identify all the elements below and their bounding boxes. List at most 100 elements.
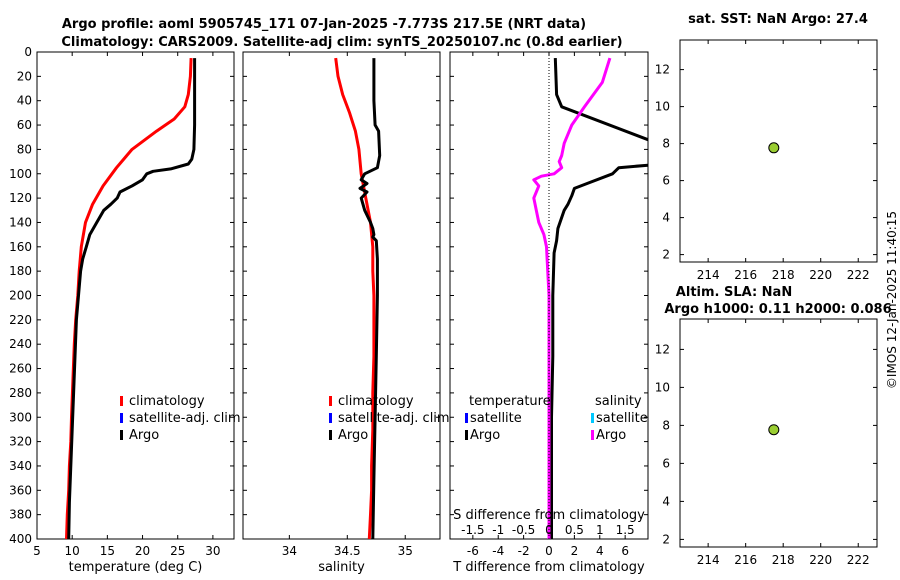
legend-s-argo-swatch [591, 430, 594, 440]
x2-tick-label: -1.5 [461, 523, 484, 537]
legend-satellite-swatch [120, 413, 123, 423]
x-tick-label: 222 [847, 553, 870, 567]
y-tick-label: 12 [655, 342, 670, 356]
y-tick-label: 340 [9, 459, 32, 473]
salinity-legend: climatology satellite-adj. clim Argo [329, 394, 450, 443]
x-tick-label: 218 [772, 268, 795, 282]
y-tick-label: 2 [662, 532, 670, 546]
legend-s-argo-label: Argo [596, 428, 626, 443]
x-tick-label: 0 [545, 544, 553, 558]
difference-legend: temperature salinity satellite Argo sate… [465, 394, 648, 443]
legend-temperature-header: temperature [469, 394, 551, 409]
x-tick-label: 30 [205, 544, 220, 558]
axes-frame [242, 51, 441, 540]
y-tick-label: 60 [17, 118, 32, 132]
y-tick-label: 220 [9, 313, 32, 327]
x-tick-label: 216 [734, 268, 757, 282]
x-tick-label: 216 [734, 553, 757, 567]
x2-tick-label: -0.5 [512, 523, 535, 537]
series-argo-line [67, 58, 197, 540]
temperature-legend: climatology satellite-adj. clim Argo [120, 394, 241, 443]
legend-argo-label: Argo [129, 428, 159, 443]
y-tick-label: 260 [9, 362, 32, 376]
x-tick-label: -2 [518, 544, 530, 558]
x-tick-label: 218 [772, 553, 795, 567]
series-argo-line [358, 58, 382, 540]
x-tick-label: 34 [282, 544, 297, 558]
y-tick-label: 4 [662, 494, 670, 508]
axes-frame [679, 39, 878, 263]
x-tick-label: 15 [100, 544, 115, 558]
y-tick-label: 140 [9, 215, 32, 229]
legend-salinity-header: salinity [595, 394, 642, 409]
legend-t-satellite-swatch [465, 413, 468, 423]
y-tick-label: 200 [9, 289, 32, 303]
x-tick-label: 34.5 [334, 544, 361, 558]
legend-satellite-label: satellite-adj. clim [129, 411, 241, 426]
legend-t-satellite-label: satellite [470, 411, 522, 426]
legend-argo-swatch [120, 430, 123, 440]
x-tick-label: 222 [847, 268, 870, 282]
series-t-argo-line-lower [550, 163, 649, 539]
x-tick-label: 220 [809, 553, 832, 567]
y-tick-label: 300 [9, 410, 32, 424]
x-tick-label: 2 [571, 544, 579, 558]
y-tick-label: 160 [9, 240, 32, 254]
y-tick-label: 20 [17, 69, 32, 83]
y-tick-label: 10 [655, 100, 670, 114]
y-tick-label: 360 [9, 483, 32, 497]
y-tick-label: 240 [9, 337, 32, 351]
watermark: ©IMOS 12-Jan-2025 11:40:15 [885, 211, 899, 389]
x-axis-label: T difference from climatology [452, 560, 645, 575]
salinity-axes: 34 34.5 35 salinity [242, 51, 441, 575]
x2-tick-label: 0.5 [565, 523, 584, 537]
legend-climatology-swatch [120, 396, 123, 406]
series-s-argo-line [532, 57, 612, 539]
x-axis-label: salinity [318, 560, 365, 575]
y-tick-label: 12 [655, 63, 670, 77]
x-tick-label: 4 [596, 544, 604, 558]
x-tick-label: 10 [65, 544, 80, 558]
y-tick-label: 2 [662, 248, 670, 262]
axes-frame [679, 318, 878, 548]
y-tick-label: 10 [655, 380, 670, 394]
x-tick-label: 20 [135, 544, 150, 558]
difference-axes: -6 -4 -2 0 2 4 6 T difference from climatology S… [449, 51, 649, 575]
legend-climatology-swatch [329, 396, 332, 406]
y-tick-label: 40 [17, 94, 32, 108]
main-title-line1: Argo profile: aoml 5905745_171 07-Jan-20… [62, 17, 586, 32]
x-tick-label: 25 [170, 544, 185, 558]
x-tick-label: 214 [697, 268, 720, 282]
sla-title-line1: Altim. SLA: NaN [676, 285, 792, 300]
x-tick-label: -6 [467, 544, 479, 558]
y-tick-label: 6 [662, 174, 670, 188]
y-tick-label: 320 [9, 435, 32, 449]
x2-tick-label: 1.5 [616, 523, 635, 537]
y-tick-label: 280 [9, 386, 32, 400]
y-tick-label: 100 [9, 167, 32, 181]
legend-satellite-label: satellite-adj. clim [338, 411, 450, 426]
series-t-argo-line [553, 58, 649, 142]
series-climatology-line [65, 58, 193, 540]
legend-climatology-label: climatology [338, 394, 414, 409]
series-climatology-line [334, 57, 376, 540]
axes-frame [36, 51, 235, 540]
main-title-line2: Climatology: CARS2009. Satellite-adj cli… [61, 35, 622, 50]
x2-tick-label: -1 [492, 523, 504, 537]
float-position-marker [768, 424, 780, 436]
x-tick-label: 220 [809, 268, 832, 282]
y-tick-label: 380 [9, 508, 32, 522]
x-tick-label: 35 [398, 544, 413, 558]
y-tick-label: 8 [662, 418, 670, 432]
sst-title: sat. SST: NaN Argo: 27.4 [688, 12, 868, 27]
y-tick-label: 80 [17, 142, 32, 156]
sla-title-line2: Argo h1000: 0.11 h2000: 0.086 [664, 302, 891, 317]
temperature-axes: 0 20 40 60 80 100 120 140 160 180 200 220 240 260 280 3… [9, 45, 235, 575]
y-tick-label: 0 [24, 45, 32, 59]
y-tick-label: 120 [9, 191, 32, 205]
y-tick-label: 400 [9, 532, 32, 546]
legend-t-argo-label: Argo [470, 428, 500, 443]
x-tick-label: 6 [621, 544, 629, 558]
